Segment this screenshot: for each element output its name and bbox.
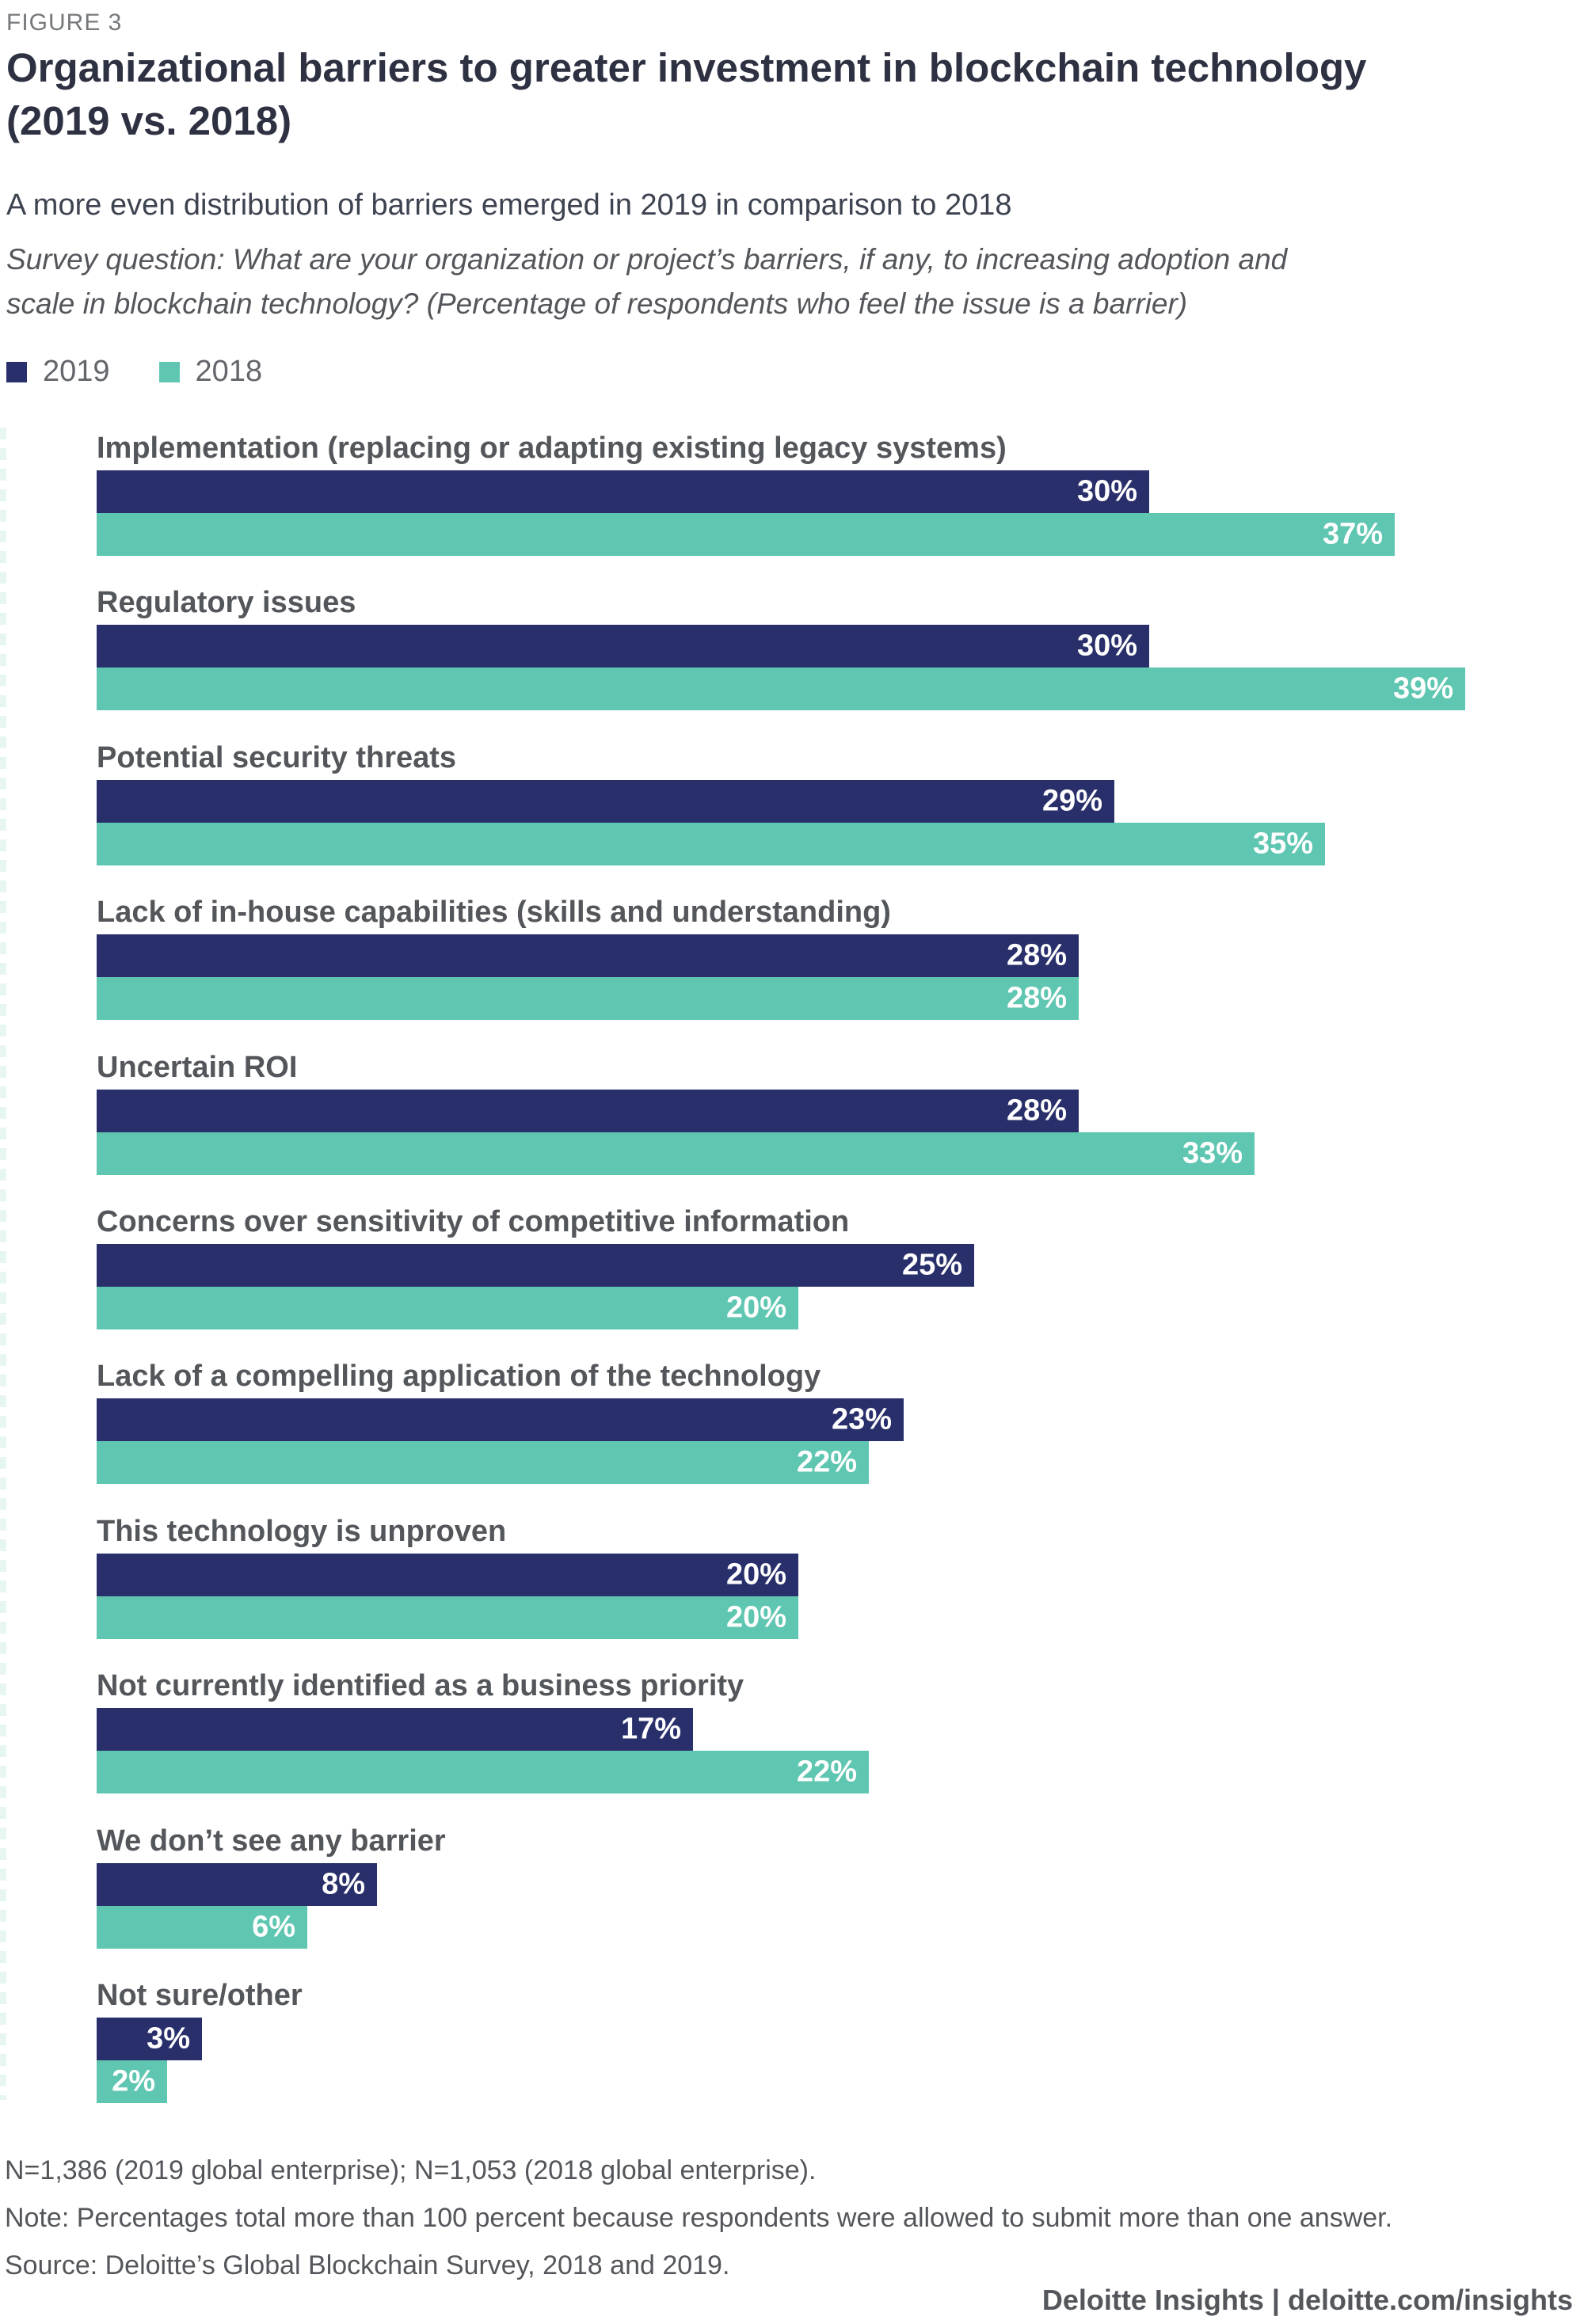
bar-2019: 20% xyxy=(97,1554,798,1596)
bar-2018: 22% xyxy=(97,1441,869,1484)
category-label: We don’t see any barrier xyxy=(97,1824,446,1858)
chart-row: Regulatory issues 30% 39% xyxy=(97,586,1465,710)
bar-value-label: 25% xyxy=(901,1248,962,1282)
bar-2018: 20% xyxy=(97,1596,798,1639)
chart-row: Not sure/other 3% 2% xyxy=(97,1979,303,2103)
legend-item-2018: 2018 xyxy=(158,355,263,389)
bar-value-label: 3% xyxy=(147,2022,190,2056)
page-title: Organizational barriers to greater inves… xyxy=(6,41,1366,147)
footer-note: Note: Percentages total more than 100 pe… xyxy=(5,2203,1393,2233)
legend-swatch-2018 xyxy=(158,361,180,382)
bar-2018: 33% xyxy=(97,1132,1255,1175)
bar-value-label: 20% xyxy=(725,1558,786,1592)
bar-value-label: 28% xyxy=(1006,1094,1067,1128)
bar-2018: 35% xyxy=(97,823,1325,865)
chart-row: Uncertain ROI 28% 33% xyxy=(97,1051,1255,1175)
chart-row: We don’t see any barrier 8% 6% xyxy=(97,1824,446,1949)
category-label: Potential security threats xyxy=(97,741,457,774)
legend-swatch-2019 xyxy=(6,361,27,382)
figure-label: FIGURE 3 xyxy=(6,10,123,36)
bar-2018: 22% xyxy=(97,1751,869,1793)
category-label: Implementation (replacing or adapting ex… xyxy=(97,432,1007,465)
category-label: Not sure/other xyxy=(97,1979,303,2012)
bar-2018: 37% xyxy=(97,513,1395,556)
bar-2018: 6% xyxy=(97,1906,307,1949)
bar-2018: 28% xyxy=(97,977,1079,1020)
bar-value-label: 30% xyxy=(1076,629,1137,663)
bar-value-label: 22% xyxy=(796,1445,857,1479)
bar-value-label: 33% xyxy=(1182,1136,1243,1170)
bar-value-label: 35% xyxy=(1252,827,1313,861)
bar-value-label: 6% xyxy=(252,1910,295,1944)
bar-2019: 3% xyxy=(97,2018,202,2060)
survey-question: Survey question: What are your organizat… xyxy=(6,238,1287,326)
category-label: Lack of a compelling application of the … xyxy=(97,1360,821,1393)
survey-question-line1: Survey question: What are your organizat… xyxy=(6,243,1288,276)
chart-row: Lack of in-house capabilities (skills an… xyxy=(97,896,1079,1020)
bar-value-label: 37% xyxy=(1322,517,1383,551)
footer-sample-size: N=1,386 (2019 global enterprise); N=1,05… xyxy=(5,2155,817,2185)
page-title-line1: Organizational barriers to greater inves… xyxy=(6,45,1367,90)
bar-2019: 23% xyxy=(97,1398,904,1441)
category-label: Not currently identified as a business p… xyxy=(97,1669,744,1702)
bar-2018: 39% xyxy=(97,668,1465,710)
bar-2019: 25% xyxy=(97,1244,974,1287)
chart-row: Concerns over sensitivity of competitive… xyxy=(97,1205,974,1329)
decorative-edge-strip xyxy=(0,428,6,2100)
bar-value-label: 17% xyxy=(620,1712,681,1746)
category-label: Regulatory issues xyxy=(97,586,356,619)
bar-2019: 28% xyxy=(97,934,1079,977)
chart-row: Potential security threats 29% 35% xyxy=(97,741,1325,865)
bar-value-label: 29% xyxy=(1041,784,1102,818)
bar-value-label: 20% xyxy=(725,1600,786,1634)
page-title-line2: (2019 vs. 2018) xyxy=(6,98,292,143)
bar-2019: 30% xyxy=(97,625,1149,668)
bar-value-label: 23% xyxy=(831,1402,892,1436)
bar-2019: 28% xyxy=(97,1090,1079,1132)
chart-row: Not currently identified as a business p… xyxy=(97,1669,869,1793)
bar-value-label: 28% xyxy=(1006,938,1067,972)
legend-label-2019: 2019 xyxy=(43,355,110,388)
bar-2019: 30% xyxy=(97,470,1149,513)
bar-value-label: 30% xyxy=(1076,474,1137,508)
bar-2018: 2% xyxy=(97,2060,167,2103)
survey-question-line2: scale in blockchain technology? (Percent… xyxy=(6,287,1188,320)
chart-row: This technology is unproven 20% 20% xyxy=(97,1515,798,1639)
chart-legend: 2019 2018 xyxy=(6,355,311,389)
legend-label-2018: 2018 xyxy=(195,355,263,388)
chart-row: Implementation (replacing or adapting ex… xyxy=(97,432,1395,556)
chart-subtitle: A more even distribution of barriers eme… xyxy=(6,188,1012,222)
category-label: Concerns over sensitivity of competitive… xyxy=(97,1205,850,1238)
bar-value-label: 22% xyxy=(796,1755,857,1789)
bar-2019: 8% xyxy=(97,1863,377,1906)
chart-row: Lack of a compelling application of the … xyxy=(97,1360,904,1484)
bar-value-label: 8% xyxy=(322,1867,365,1901)
footer-source: Source: Deloitte’s Global Blockchain Sur… xyxy=(5,2250,730,2280)
bar-value-label: 28% xyxy=(1006,981,1067,1015)
bar-2019: 29% xyxy=(97,780,1114,823)
bar-value-label: 39% xyxy=(1392,671,1453,706)
bar-2019: 17% xyxy=(97,1708,693,1751)
bar-value-label: 20% xyxy=(725,1291,786,1325)
legend-item-2019: 2019 xyxy=(6,355,110,389)
deloitte-insights-branding: Deloitte Insights | deloitte.com/insight… xyxy=(1041,2284,1573,2316)
category-label: Uncertain ROI xyxy=(97,1051,298,1084)
category-label: Lack of in-house capabilities (skills an… xyxy=(97,896,891,929)
category-label: This technology is unproven xyxy=(97,1515,507,1548)
bar-2018: 20% xyxy=(97,1287,798,1329)
bar-value-label: 2% xyxy=(112,2064,155,2098)
